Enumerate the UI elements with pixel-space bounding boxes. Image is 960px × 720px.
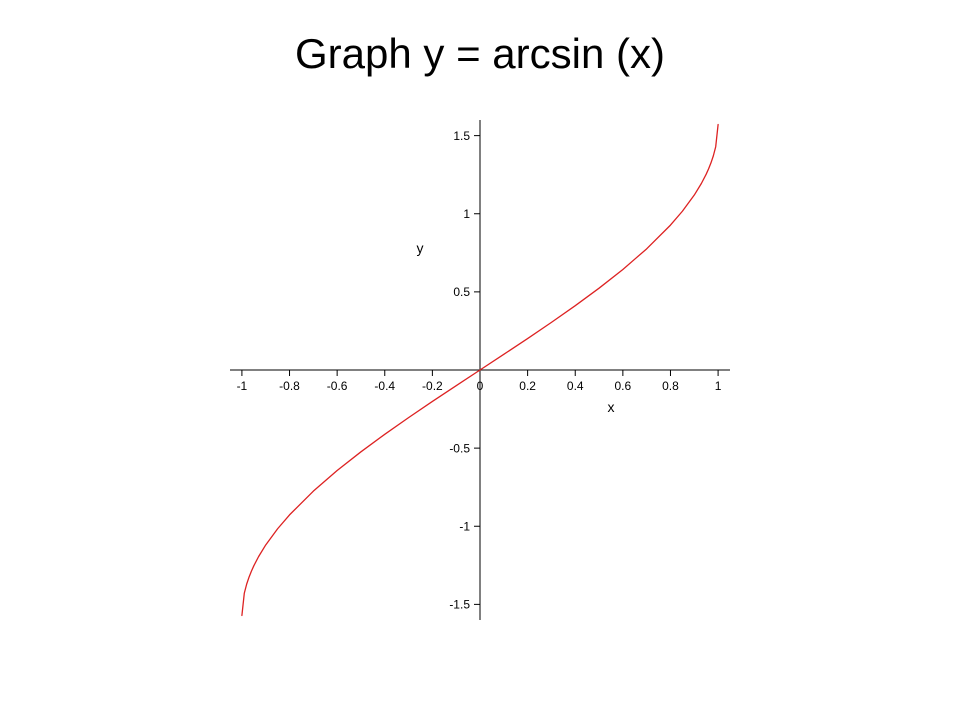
- y-tick-label: 1: [463, 207, 470, 221]
- x-tick-label: 0.6: [615, 379, 632, 393]
- x-tick-label: 0: [477, 379, 484, 393]
- y-tick-label: -1.5: [449, 598, 470, 612]
- chart-svg: -1 -0.8 -0.6 -0.4 -0.2 0 0.2 0.4 0.6 0.8 1 -1.5 -1 -0…: [230, 120, 730, 620]
- x-tick-label: 0.8: [662, 379, 679, 393]
- x-tick-label: -0.2: [422, 379, 443, 393]
- x-tick-label: -1: [237, 379, 248, 393]
- slide-title: Graph y = arcsin (x): [0, 30, 960, 78]
- y-tick-label: -1: [459, 519, 470, 533]
- y-tick-label: -0.5: [449, 441, 470, 455]
- x-tick-label: 1: [715, 379, 722, 393]
- x-tick-label: -0.4: [374, 379, 395, 393]
- x-tick-label: -0.8: [279, 379, 300, 393]
- x-tick-label: 0.2: [519, 379, 536, 393]
- y-tick-label: 1.5: [453, 129, 470, 143]
- x-tick-label: 0.4: [567, 379, 584, 393]
- x-axis-label: x: [607, 399, 614, 415]
- x-tick-label: -0.6: [327, 379, 348, 393]
- y-tick-label: 0.5: [453, 285, 470, 299]
- y-axis-label: y: [417, 240, 424, 256]
- arcsin-chart: -1 -0.8 -0.6 -0.4 -0.2 0 0.2 0.4 0.6 0.8 1 -1.5 -1 -0…: [230, 120, 730, 625]
